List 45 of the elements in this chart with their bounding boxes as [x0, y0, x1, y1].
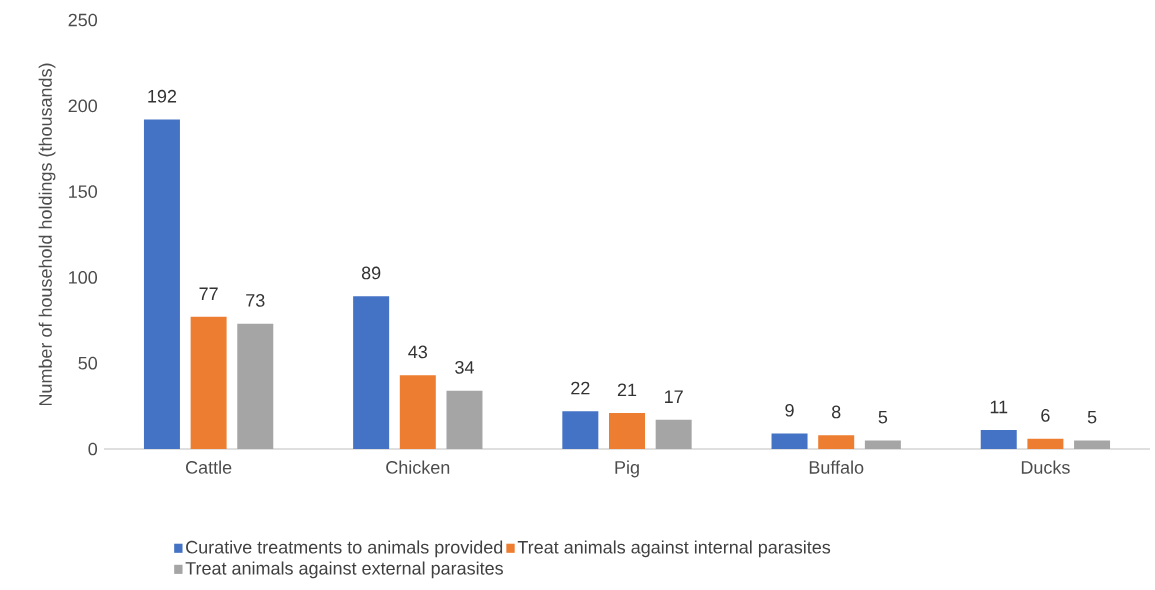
bar: [818, 435, 855, 449]
bar: [562, 411, 599, 449]
data-label: 17: [665, 390, 683, 403]
legend-label: Curative treatments to animals provided: [186, 540, 503, 558]
bar: [1027, 438, 1064, 449]
bar: [864, 440, 901, 449]
data-label: 43: [408, 345, 428, 359]
x-tick-label: Chicken: [386, 460, 450, 474]
x-tick-label: Cattle: [186, 460, 232, 474]
data-label: 77: [199, 287, 218, 300]
data-label: 22: [571, 381, 590, 395]
bar: [771, 433, 808, 449]
y-tick-label: 250: [68, 13, 98, 27]
y-tick-label: 0: [88, 442, 98, 456]
bar: [609, 412, 646, 449]
data-label: 73: [246, 294, 265, 307]
data-label: 192: [148, 89, 177, 103]
bar: [190, 316, 227, 449]
bar: [655, 419, 692, 449]
bar: [353, 296, 390, 449]
y-axis-title: Number of household holdings (thousands): [38, 63, 56, 406]
bar: [980, 430, 1017, 449]
data-label: 89: [361, 266, 381, 280]
legend-label: Treat animals against external parasites: [185, 561, 503, 579]
data-label: 11: [990, 400, 1008, 414]
x-tick-label: Pig: [615, 460, 639, 478]
data-label: 9: [785, 403, 794, 417]
x-tick-label: Ducks: [1021, 460, 1070, 474]
bar: [143, 119, 180, 449]
bar: [1074, 440, 1111, 449]
x-tick-label: Buffalo: [809, 460, 864, 474]
data-label: 34: [455, 360, 474, 374]
bar: [237, 323, 274, 449]
legend-label: Treat animals against internal parasites: [517, 540, 831, 558]
bar: [446, 390, 483, 449]
y-tick-label: 150: [69, 185, 98, 198]
data-label: 8: [831, 405, 841, 419]
y-tick-label: 50: [78, 356, 98, 370]
data-label: 5: [1087, 410, 1097, 424]
y-tick-label: 100: [69, 271, 98, 284]
bar: [399, 375, 436, 449]
y-tick-label: 200: [68, 99, 98, 113]
data-label: 6: [1041, 409, 1050, 422]
data-label: 21: [617, 383, 637, 397]
data-label: 5: [878, 410, 888, 424]
